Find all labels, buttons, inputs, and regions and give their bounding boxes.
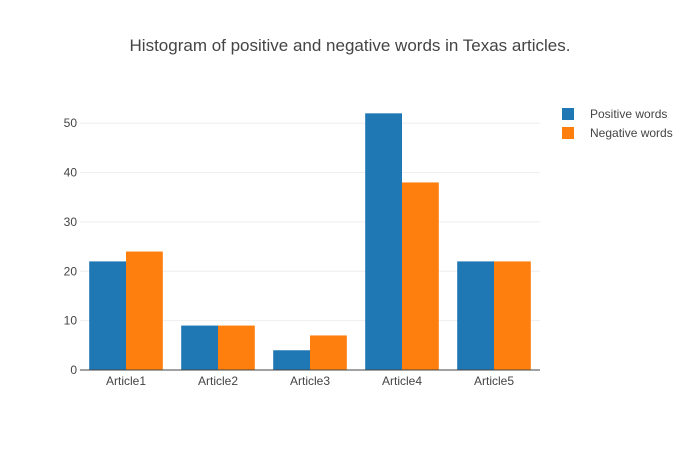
x-tick-label: Article2	[198, 374, 238, 388]
bar-series-group	[89, 113, 531, 370]
bar-negative-article4[interactable]	[402, 182, 439, 370]
y-tick-label: 20	[64, 264, 78, 278]
chart-title: Histogram of positive and negative words…	[130, 36, 571, 55]
bar-negative-article1[interactable]	[126, 251, 163, 370]
bar-negative-article5[interactable]	[494, 261, 531, 370]
y-tick-label: 0	[70, 363, 77, 377]
y-tick-label: 40	[64, 166, 78, 180]
x-tick-label: Article5	[474, 374, 514, 388]
x-tick-label: Article1	[106, 374, 146, 388]
bar-positive-article5[interactable]	[457, 261, 494, 370]
bar-negative-article3[interactable]	[310, 335, 347, 370]
bar-negative-article2[interactable]	[218, 325, 255, 370]
y-tick-label: 10	[64, 314, 78, 328]
legend-label[interactable]: Positive words	[590, 107, 667, 121]
bar-positive-article4[interactable]	[365, 113, 402, 370]
bar-positive-article2[interactable]	[181, 325, 218, 370]
legend-swatch[interactable]	[562, 108, 574, 120]
legend: Positive words Negative words	[562, 107, 673, 140]
y-tick-label: 30	[64, 215, 78, 229]
x-tick-label: Article4	[382, 374, 422, 388]
legend-swatch[interactable]	[562, 127, 574, 139]
x-tick-label: Article3	[290, 374, 330, 388]
legend-label[interactable]: Negative words	[590, 126, 673, 140]
axes-group: 0 10 20 30 40 50 Article1 Article2 Article3 Artic…	[64, 116, 540, 388]
bar-positive-article3[interactable]	[273, 350, 310, 370]
bar-positive-article1[interactable]	[89, 261, 126, 370]
y-tick-label: 50	[64, 116, 78, 130]
